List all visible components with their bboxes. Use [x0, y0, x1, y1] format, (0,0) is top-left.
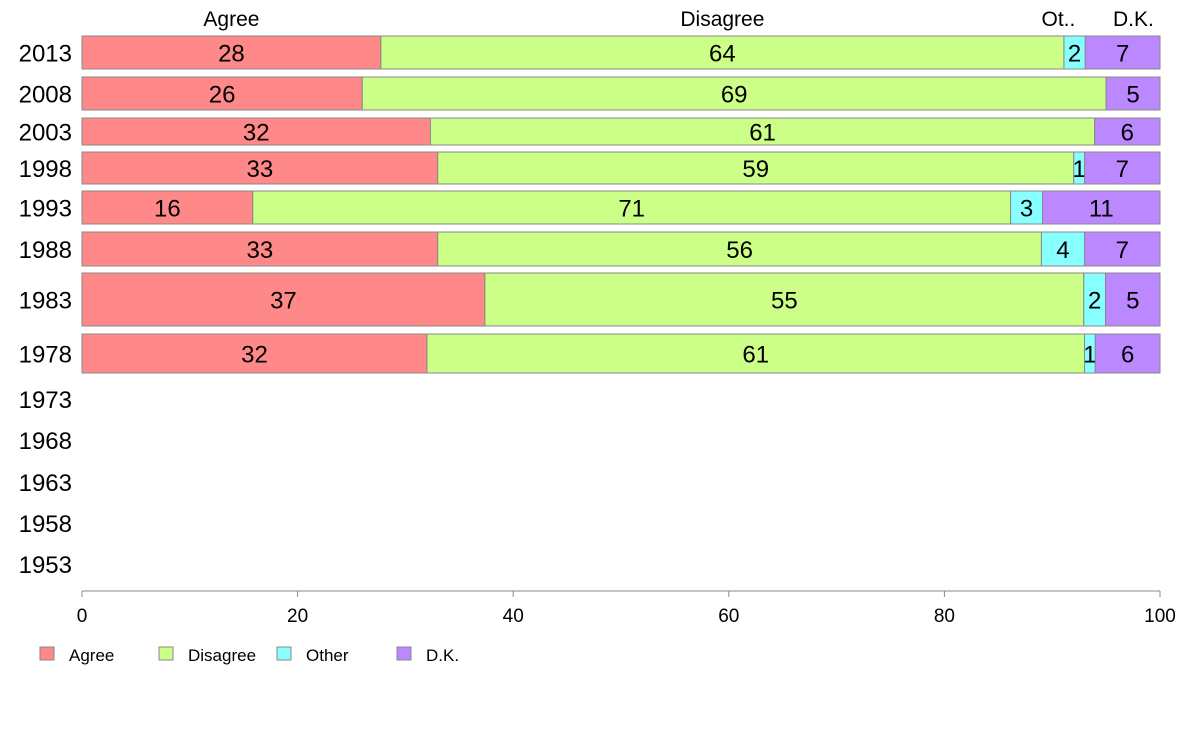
legend-label-disagree: Disagree [188, 646, 256, 665]
legend-swatch-disagree [158, 646, 174, 661]
bar-label-1983-other: 2 [1088, 288, 1101, 315]
bar-label-2003-disagree: 61 [749, 120, 776, 147]
column-label-disagree: Disagree [680, 8, 764, 31]
bar-label-2003-agree: 32 [243, 120, 270, 147]
y-label-1958: 1958 [19, 511, 72, 538]
bar-2013-disagree [380, 35, 1065, 70]
bar-label-1988-disagree: 56 [726, 237, 753, 264]
bar-1998-agree [81, 151, 439, 185]
y-label-1983: 1983 [19, 288, 72, 315]
y-label-1953: 1953 [19, 552, 72, 579]
bar-1998-disagree [437, 151, 1075, 185]
legend-label-d-k-: D.K. [426, 646, 459, 665]
bar-label-1993-agree: 16 [154, 196, 181, 223]
bar-1993-d-k- [1042, 190, 1161, 225]
bar-label-1998-disagree: 59 [742, 156, 769, 183]
bar-label-2013-disagree: 64 [709, 41, 736, 68]
y-label-2008: 2008 [19, 82, 72, 109]
column-label-agree: Agree [203, 8, 259, 31]
bar-label-1978-agree: 32 [241, 342, 268, 369]
y-label-1973: 1973 [19, 387, 72, 414]
y-label-1968: 1968 [19, 428, 72, 455]
bar-1983-disagree [484, 272, 1085, 327]
bar-label-1988-d-k-: 7 [1116, 237, 1129, 264]
y-label-1963: 1963 [19, 470, 72, 497]
bar-label-1978-disagree: 61 [742, 342, 769, 369]
legend: Agree Disagree Other D.K. [39, 646, 459, 665]
x-tick-label-80: 80 [934, 606, 955, 627]
bar-1978-disagree [426, 333, 1086, 374]
bar-1988-other [1040, 231, 1086, 267]
y-label-1998: 1998 [19, 156, 72, 183]
y-label-1993: 1993 [19, 196, 72, 223]
bar-label-1983-agree: 37 [270, 288, 297, 315]
bar-label-1978-d-k-: 6 [1121, 342, 1134, 369]
bar-label-1998-d-k-: 7 [1116, 156, 1129, 183]
bar-2008-d-k- [1105, 76, 1161, 111]
bar-label-1998-agree: 33 [247, 156, 274, 183]
bar-label-1998-other: 1 [1072, 156, 1085, 183]
bar-1978-d-k- [1094, 333, 1161, 374]
column-label-d-k-: D.K. [1113, 8, 1154, 31]
legend-label-agree: Agree [69, 646, 114, 665]
bar-label-2008-d-k-: 5 [1126, 82, 1139, 109]
bar-label-1988-other: 4 [1056, 237, 1069, 264]
y-axis-labels: 2013 2008 2003 1998 1993 1988 1983 1978 1973 1968… [19, 41, 72, 580]
y-label-1978: 1978 [19, 342, 72, 369]
bar-2013-d-k- [1084, 35, 1161, 70]
bar-label-1988-agree: 33 [247, 237, 274, 264]
x-tick-label-0: 0 [77, 606, 88, 627]
bar-label-1993-disagree: 71 [618, 196, 645, 223]
bar-label-1978-other: 1 [1083, 342, 1096, 369]
bar-label-2013-agree: 28 [218, 41, 245, 68]
bar-label-2013-d-k-: 7 [1116, 41, 1129, 68]
bar-label-2008-agree: 26 [209, 82, 236, 109]
x-tick-label-20: 20 [287, 606, 308, 627]
y-label-1988: 1988 [19, 237, 72, 264]
x-tick-label-60: 60 [718, 606, 739, 627]
column-labels: Agree Disagree Ot.. D.K. [203, 8, 1153, 31]
legend-swatch-other [276, 646, 292, 661]
legend-swatch-agree [39, 646, 55, 661]
bar-label-1983-d-k-: 5 [1126, 288, 1139, 315]
bar-2003-d-k- [1094, 117, 1161, 146]
bar-1988-d-k- [1084, 231, 1161, 267]
legend-swatch-d-k- [396, 646, 412, 661]
y-label-2013: 2013 [19, 41, 72, 68]
bar-2003-disagree [429, 117, 1096, 146]
bar-1988-agree [81, 231, 439, 267]
bar-label-1993-d-k-: 11 [1089, 196, 1114, 223]
bar-1998-d-k- [1084, 151, 1161, 185]
x-tick-label-100: 100 [1144, 606, 1176, 627]
bar-label-1983-disagree: 55 [771, 288, 798, 315]
y-label-2003: 2003 [19, 120, 72, 147]
bar-1988-disagree [437, 231, 1042, 267]
bar-1993-disagree [252, 190, 1012, 225]
bar-2008-agree [81, 76, 363, 111]
bar-label-2008-disagree: 69 [721, 82, 748, 109]
bar-label-1993-other: 3 [1020, 196, 1033, 223]
x-tick-label-40: 40 [503, 606, 524, 627]
bar-2013-agree [81, 35, 382, 70]
column-label-other: Ot.. [1042, 8, 1076, 31]
x-axis: 0 20 40 60 80 100 [77, 590, 1176, 627]
legend-label-other: Other [306, 646, 349, 665]
bar-1983-d-k- [1105, 272, 1161, 327]
bar-label-2003-d-k-: 6 [1121, 120, 1134, 147]
bar-2008-disagree [361, 76, 1107, 111]
bar-label-2013-other: 2 [1068, 41, 1081, 68]
